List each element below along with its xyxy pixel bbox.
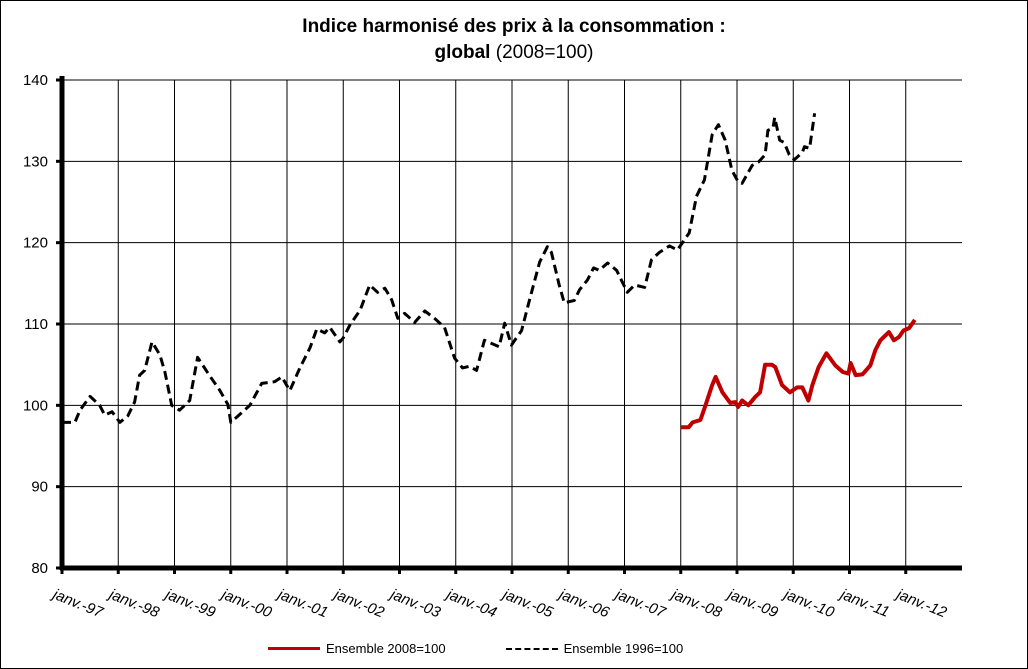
legend-swatch-1996 bbox=[505, 647, 558, 650]
legend-item-1996: Ensemble 1996=100 bbox=[505, 641, 684, 656]
x-tick-label: janv.-98 bbox=[105, 585, 162, 621]
legend-label-1996: Ensemble 1996=100 bbox=[563, 641, 684, 656]
chart-title: Indice harmonisé des prix à la consommat… bbox=[0, 14, 1028, 66]
x-tick-label: janv.-05 bbox=[499, 585, 556, 621]
legend-item-2008: Ensemble 2008=100 bbox=[268, 641, 446, 656]
x-tick-label: janv.-01 bbox=[274, 585, 331, 621]
x-tick-label: janv.-08 bbox=[667, 585, 724, 621]
x-tick-label: janv.-10 bbox=[780, 585, 837, 621]
y-tick-label: 130 bbox=[23, 153, 48, 170]
x-tick-label: janv.-06 bbox=[555, 585, 612, 621]
series-line-1996 bbox=[62, 113, 817, 424]
title-line-1: Indice harmonisé des prix à la consommat… bbox=[302, 16, 726, 37]
y-tick-label: 140 bbox=[23, 72, 48, 89]
y-tick-label: 110 bbox=[24, 316, 48, 333]
x-tick-label: janv.-97 bbox=[49, 585, 106, 621]
y-tick-label: 120 bbox=[23, 235, 48, 252]
x-tick-label: janv.-00 bbox=[217, 585, 274, 621]
legend-swatch-2008 bbox=[268, 647, 320, 650]
x-tick-label: janv.-07 bbox=[611, 585, 668, 621]
x-tick-label: janv.-03 bbox=[386, 585, 443, 621]
y-tick-label: 90 bbox=[31, 479, 48, 496]
x-tick-label: janv.-09 bbox=[724, 585, 781, 621]
title-line-2-bold: global bbox=[434, 42, 491, 63]
x-tick-label: janv.-04 bbox=[442, 585, 499, 621]
x-tick-label: janv.-02 bbox=[330, 585, 387, 621]
series-line-2008 bbox=[680, 318, 917, 430]
legend: Ensemble 2008=100 Ensemble 1996=100 bbox=[268, 641, 683, 656]
x-tick-label: janv.-12 bbox=[892, 585, 949, 621]
legend-label-2008: Ensemble 2008=100 bbox=[326, 641, 446, 656]
x-tick-label: janv.-11 bbox=[836, 585, 892, 621]
x-tick-label: janv.-99 bbox=[161, 585, 218, 621]
y-tick-label: 80 bbox=[31, 560, 48, 577]
title-line-2-rest: (2008=100) bbox=[495, 42, 594, 63]
y-tick-label: 100 bbox=[23, 397, 48, 414]
